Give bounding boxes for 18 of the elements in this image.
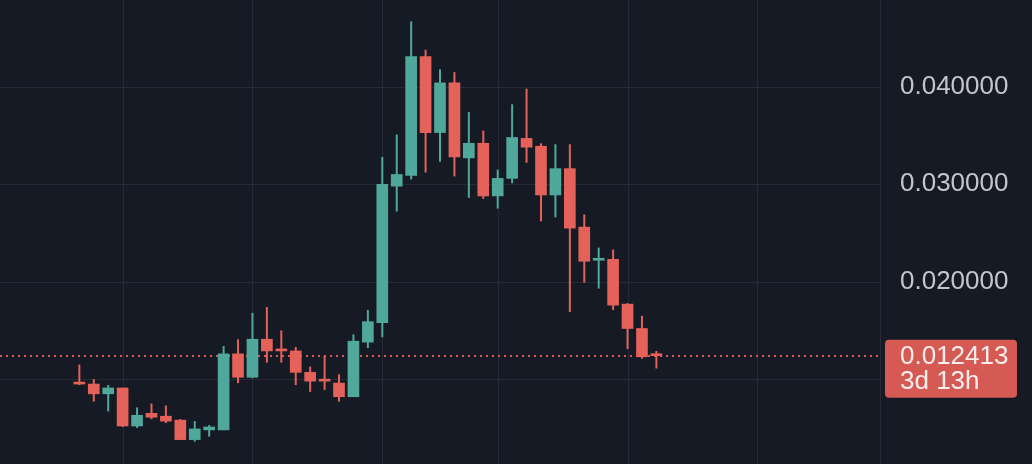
candlestick [390,133,403,213]
candlestick [463,111,475,199]
candlestick [362,308,374,349]
candlestick [289,346,302,387]
y-tick-label: 0.030000 [900,167,1009,198]
candlestick [131,406,143,429]
candlestick [592,246,605,290]
candlestick [333,373,345,403]
candlestick [102,384,115,413]
candlestick [261,306,273,364]
candlestick [304,365,316,393]
y-tick-label: 0.040000 [900,69,1009,100]
y-tick-label: 0.020000 [900,264,1009,295]
candlestick [520,87,533,164]
candlestick [87,378,100,403]
candlestick [174,418,187,441]
candlestick [188,420,201,443]
candlestick [491,168,504,210]
